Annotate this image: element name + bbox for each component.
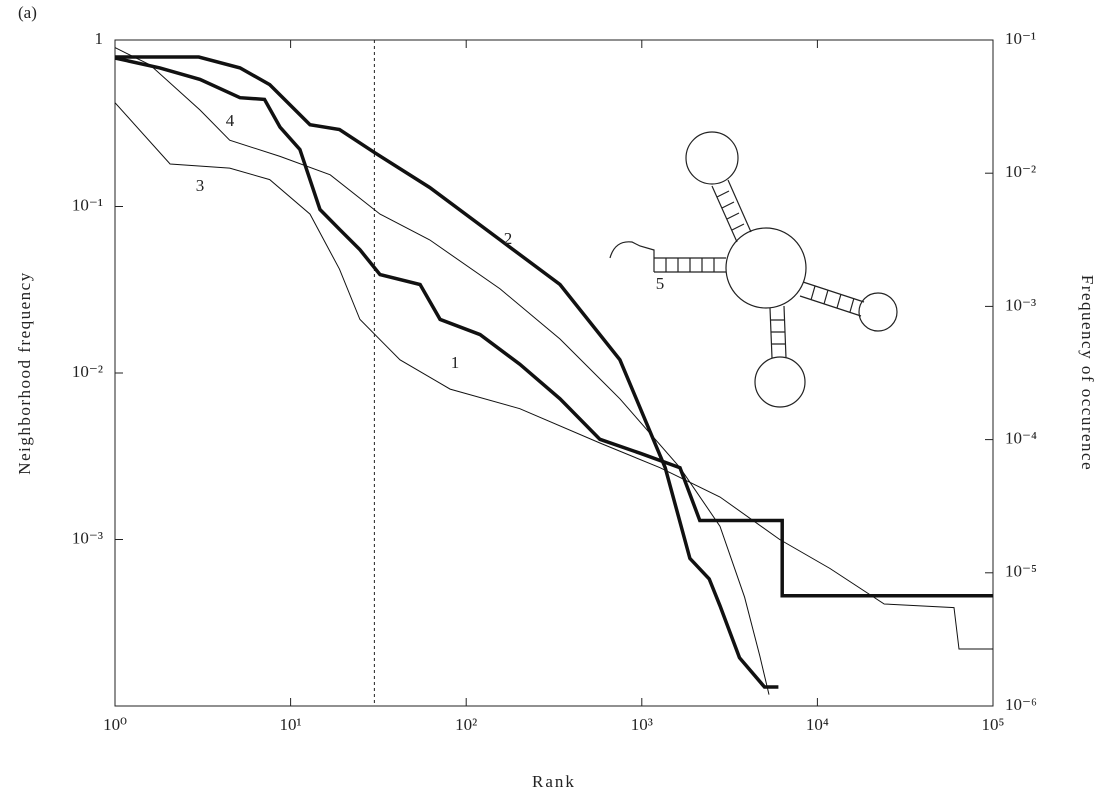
x-tick-label: 10³ <box>631 715 653 734</box>
x-axis-label: Rank <box>532 772 576 791</box>
x-tick-label: 10¹ <box>280 715 302 734</box>
x-tick-label: 10⁵ <box>982 715 1005 734</box>
annotation: 1 <box>451 353 460 372</box>
y2-tick-label: 10⁻¹ <box>1005 29 1036 48</box>
y2-tick-label: 10⁻² <box>1005 162 1036 181</box>
plot-frame <box>114 39 994 707</box>
series-line <box>114 102 993 650</box>
annotation: 4 <box>226 111 235 130</box>
y-tick-label: 10⁻² <box>72 362 103 381</box>
y2-axis-label: Frequency of occurence <box>1078 275 1097 471</box>
rna-structure <box>609 131 898 408</box>
x-tick-label: 10² <box>455 715 477 734</box>
y2-tick-label: 10⁻³ <box>1005 295 1036 314</box>
annotation: 2 <box>504 229 513 248</box>
x-tick-label: 10⁴ <box>806 715 829 734</box>
x-tick-label: 10⁰ <box>103 715 127 734</box>
series-line <box>114 47 770 695</box>
y-tick-label: 10⁻¹ <box>72 195 103 214</box>
series-line <box>114 56 993 598</box>
y2-tick-label: 10⁻⁴ <box>1005 429 1037 448</box>
series-line <box>115 55 779 689</box>
y-axis-label: Neighborhood frequency <box>15 271 34 474</box>
y-tick-label: 1 <box>95 29 104 48</box>
annotation: 5 <box>656 274 665 293</box>
y2-tick-label: 10⁻⁵ <box>1005 562 1037 581</box>
annotation: 3 <box>196 176 205 195</box>
y2-tick-label: 10⁻⁶ <box>1005 695 1037 714</box>
y-tick-label: 10⁻³ <box>72 528 103 547</box>
panel-label: (a) <box>18 3 37 22</box>
